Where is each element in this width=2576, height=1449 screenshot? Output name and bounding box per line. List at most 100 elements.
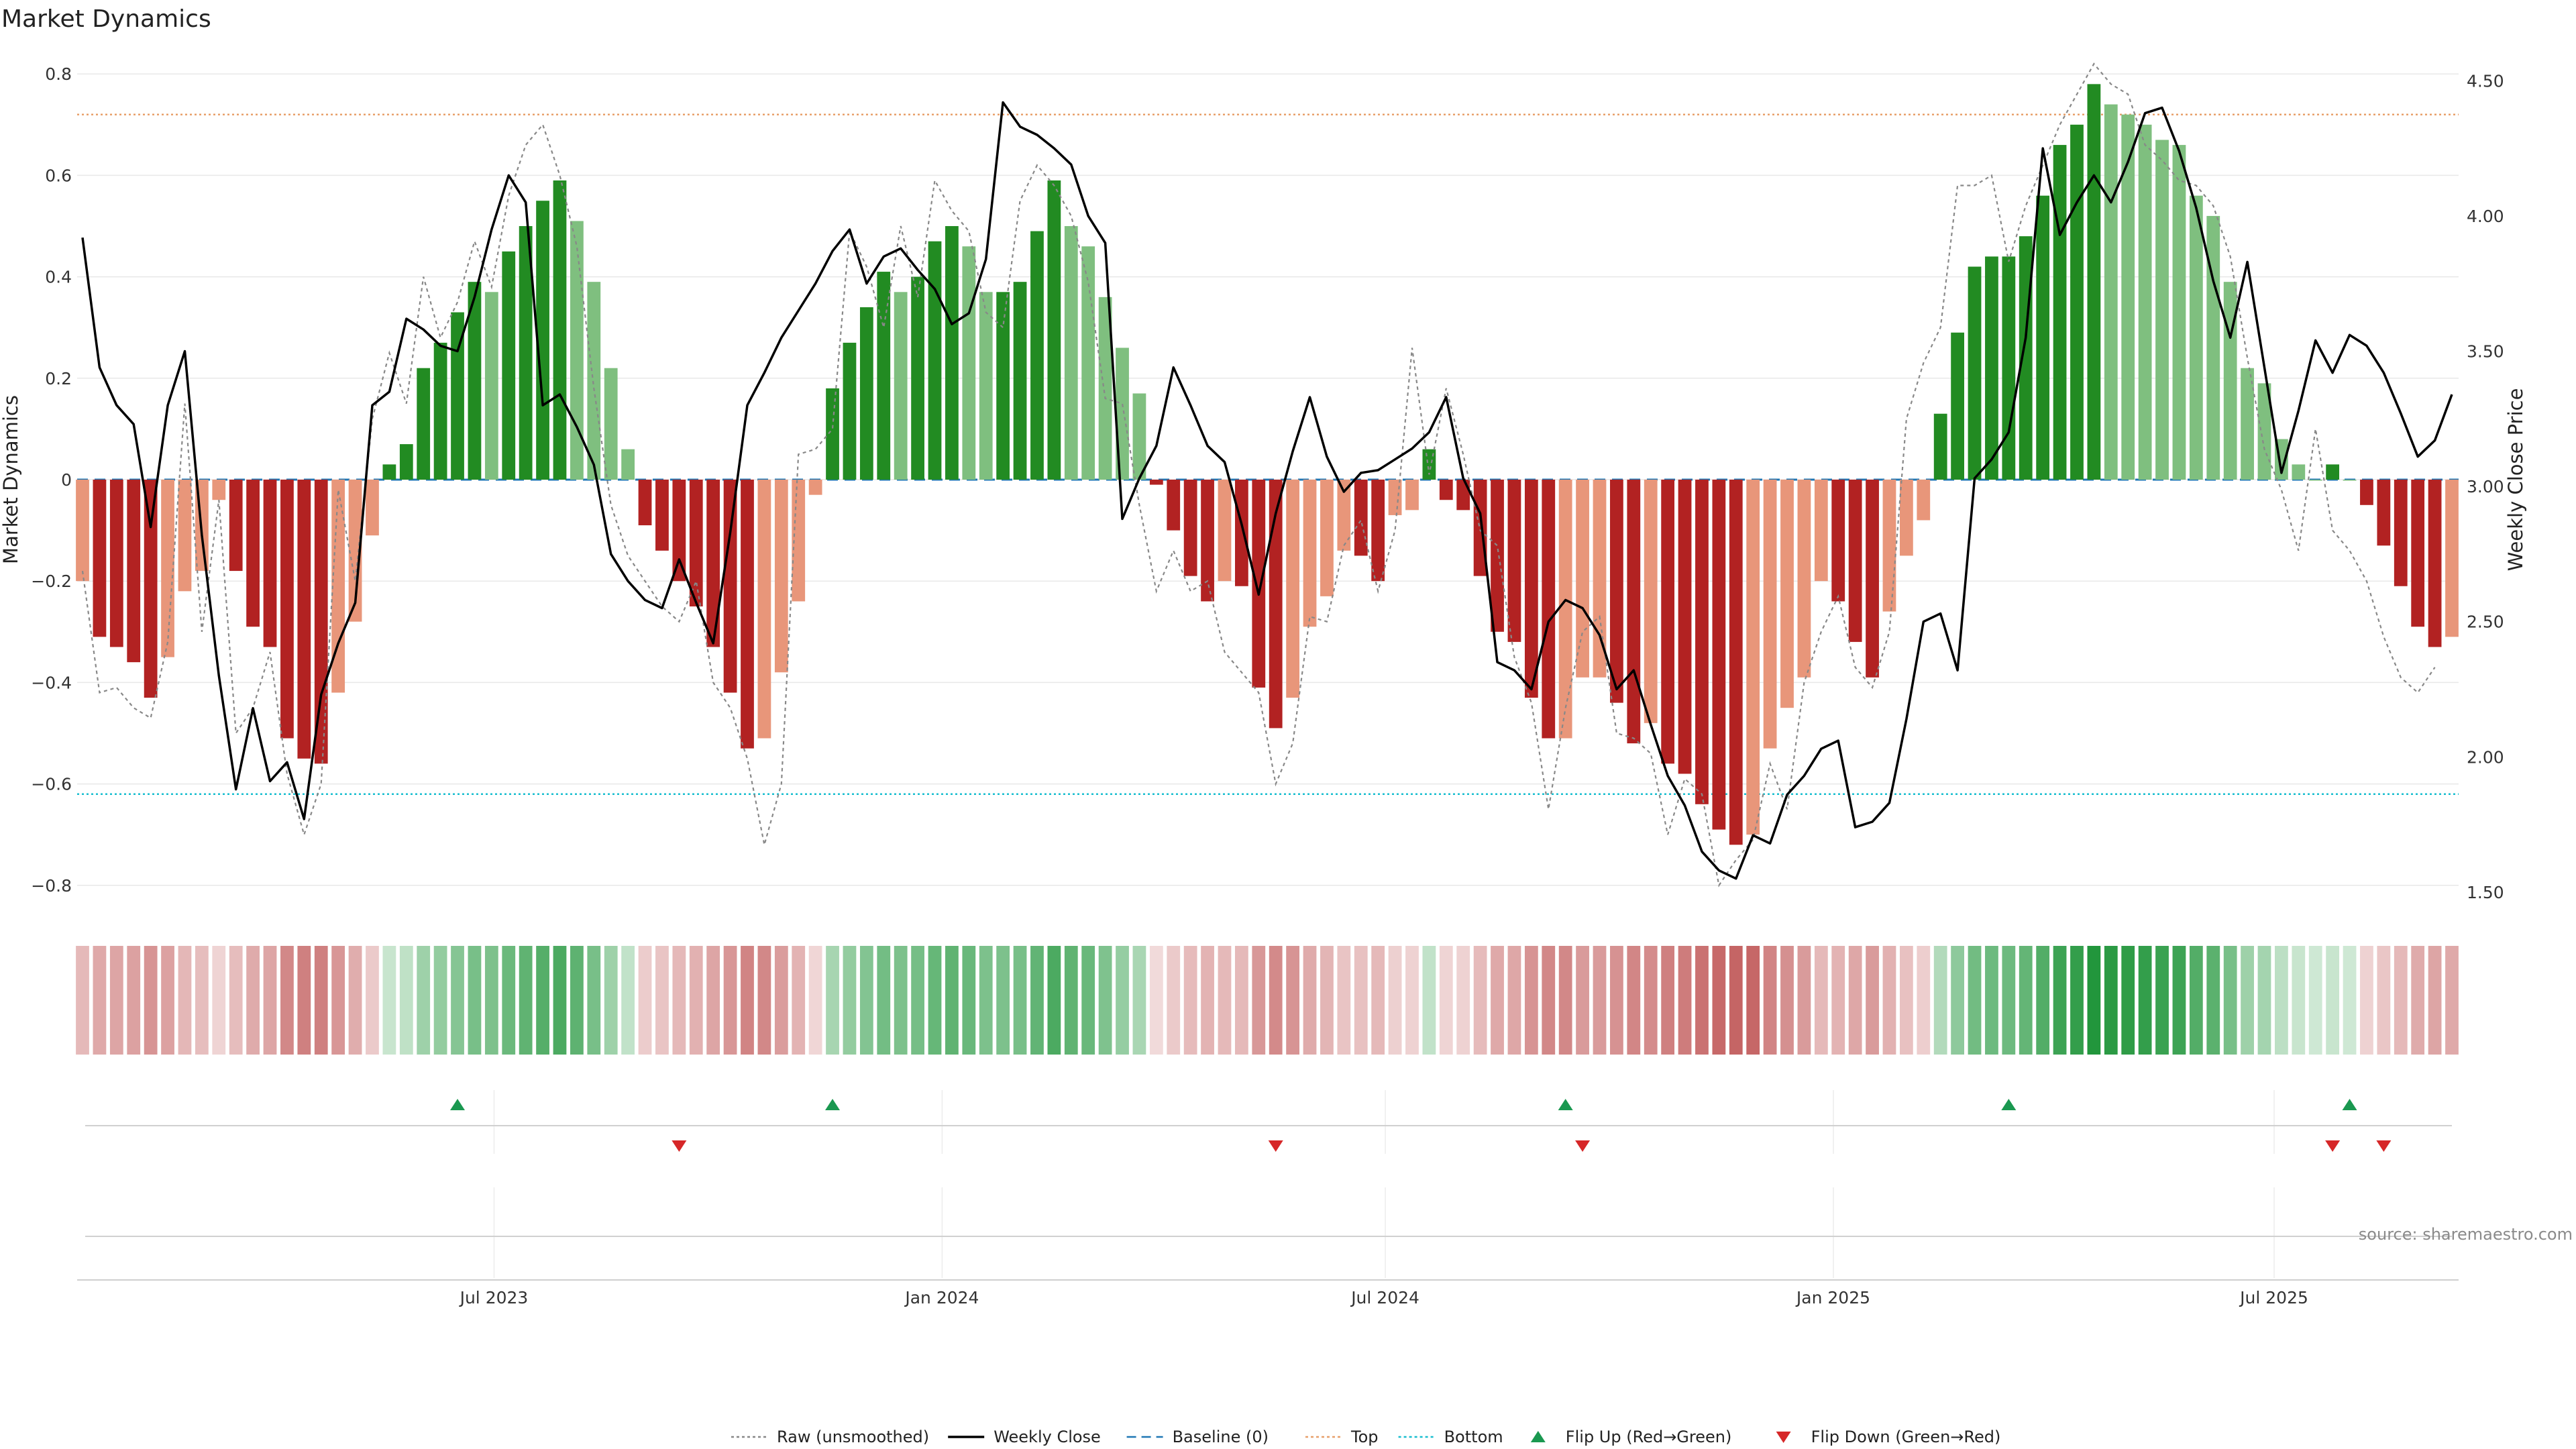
bar	[2070, 124, 2084, 480]
heat-cell	[2138, 946, 2152, 1055]
flip-down-marker	[2325, 1140, 2341, 1152]
heat-cell	[553, 946, 567, 1055]
heat-cell	[1542, 946, 1556, 1055]
heat-cell	[331, 946, 345, 1055]
bar	[553, 180, 567, 480]
bar	[2326, 464, 2340, 480]
heat-cell	[2292, 946, 2306, 1055]
left-tick-label: −0.4	[31, 673, 72, 692]
heat-cell	[1763, 946, 1777, 1055]
heat-cell	[1473, 946, 1487, 1055]
legend: Raw (unsmoothed) Weekly Close Baseline (0)…	[731, 1428, 2000, 1446]
flip-down-marker	[1268, 1140, 1283, 1152]
bar	[979, 292, 993, 480]
bar	[570, 221, 584, 480]
bar	[536, 201, 549, 480]
heat-cell	[2019, 946, 2033, 1055]
heat-cell	[519, 946, 533, 1055]
right-tick-label: 1.50	[2467, 883, 2504, 902]
heat-cell	[280, 946, 294, 1055]
heat-cell	[1985, 946, 1998, 1055]
heat-cell	[2257, 946, 2271, 1055]
heat-cell	[757, 946, 771, 1055]
bar	[826, 388, 839, 480]
bar	[1491, 480, 1504, 632]
bar	[1644, 480, 1658, 723]
bar	[1917, 480, 1931, 521]
bar	[1013, 282, 1027, 480]
bar	[2292, 464, 2306, 480]
heat-cell	[1712, 946, 1726, 1055]
bar	[297, 480, 311, 759]
bar	[2343, 480, 2357, 481]
flip-up-marker	[2001, 1099, 2017, 1110]
left-tick-label: −0.6	[31, 775, 72, 794]
left-tick-label: −0.2	[31, 572, 72, 591]
heat-cell	[161, 946, 174, 1055]
heat-cell	[2121, 946, 2135, 1055]
heat-cell	[1524, 946, 1538, 1055]
heat-cell	[536, 946, 549, 1055]
legend-item: Raw (unsmoothed)	[731, 1428, 929, 1446]
bar	[1371, 480, 1385, 582]
heat-cell	[1866, 946, 1879, 1055]
bar	[1167, 480, 1181, 531]
bar	[1064, 226, 1078, 480]
heat-cell	[297, 946, 311, 1055]
heat-cell	[1337, 946, 1351, 1055]
bar	[1030, 231, 1044, 480]
bar	[468, 282, 482, 480]
left-tick-label: 0.8	[45, 64, 72, 84]
bar	[945, 226, 959, 480]
heat-cell	[2308, 946, 2322, 1055]
left-tick-label: −0.8	[31, 876, 72, 896]
legend-label: Flip Down (Green→Red)	[1811, 1428, 2001, 1446]
bar	[109, 480, 123, 647]
bar	[2394, 480, 2408, 586]
heat-cell	[672, 946, 686, 1055]
heat-cell	[1201, 946, 1214, 1055]
heat-cell	[570, 946, 584, 1055]
bar	[2036, 195, 2050, 480]
heat-cell	[399, 946, 413, 1055]
heat-cell	[314, 946, 328, 1055]
bar	[144, 480, 158, 698]
heat-cell	[638, 946, 652, 1055]
bar	[314, 480, 328, 764]
heat-cell	[1593, 946, 1607, 1055]
heat-strip	[76, 946, 2459, 1055]
heat-cell	[1064, 946, 1078, 1055]
heat-cell	[2445, 946, 2459, 1055]
heat-cell	[2326, 946, 2340, 1055]
lower-panel	[85, 1187, 2452, 1278]
heat-cell	[962, 946, 976, 1055]
heat-cell	[2275, 946, 2288, 1055]
heat-cell	[417, 946, 431, 1055]
heat-cell	[859, 946, 873, 1055]
heat-cell	[212, 946, 226, 1055]
left-axis: 0.8 0.6 0.4 0.2 0 −0.2 −0.4 −0.6 −0.8	[31, 64, 72, 896]
heat-cell	[1882, 946, 1896, 1055]
bar	[93, 480, 107, 637]
heat-cell	[2172, 946, 2186, 1055]
heat-cell	[1848, 946, 1862, 1055]
right-tick-label: 2.00	[2467, 747, 2504, 767]
heat-cell	[1320, 946, 1334, 1055]
left-tick-label: 0.6	[45, 166, 72, 185]
heat-cell	[1303, 946, 1317, 1055]
bar	[996, 292, 1010, 480]
bar	[1968, 266, 1982, 480]
heat-cell	[1234, 946, 1248, 1055]
bar	[1763, 480, 1777, 749]
bar	[1985, 256, 1998, 480]
bar	[417, 368, 431, 480]
right-axis-label: Weekly Close Price	[2504, 388, 2527, 572]
heat-cell	[877, 946, 891, 1055]
right-tick-label: 2.50	[2467, 612, 2504, 632]
bar	[2189, 195, 2203, 480]
heat-cell	[1439, 946, 1453, 1055]
bar	[2002, 256, 2016, 480]
heat-cell	[1218, 946, 1232, 1055]
heat-cell	[1831, 946, 1845, 1055]
